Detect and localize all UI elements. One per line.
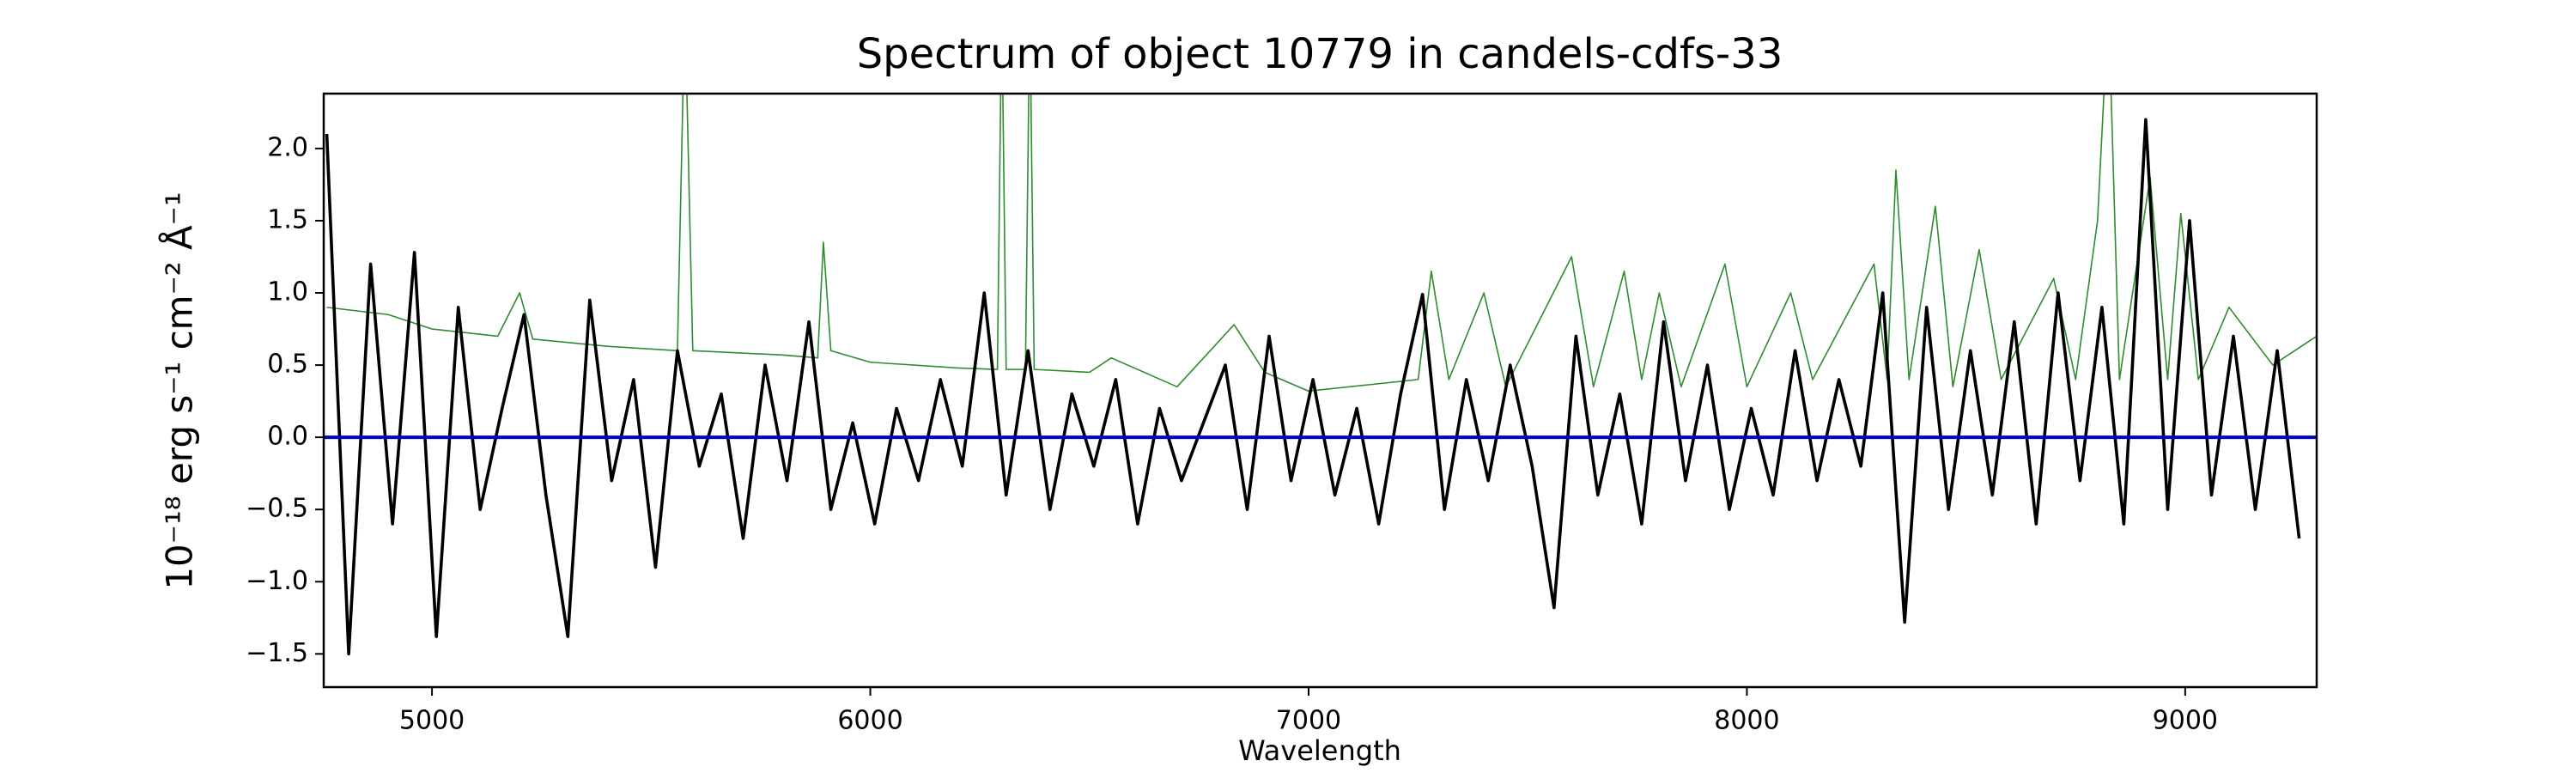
- x-axis-label: Wavelength: [1238, 734, 1401, 767]
- y-tick-label: −1.5: [246, 638, 308, 668]
- spectrum-line: [325, 118, 2301, 656]
- x-tick-label: 6000: [837, 706, 902, 736]
- plot-frame: [322, 92, 2318, 689]
- x-tick-label: 8000: [1714, 706, 1779, 736]
- y-tick-label: −1.0: [246, 566, 308, 596]
- y-tick-label: 2.0: [267, 132, 308, 162]
- y-tick-label: 0.5: [267, 350, 308, 380]
- spectrum-line: [326, 94, 2317, 393]
- y-tick-label: 0.0: [267, 422, 308, 452]
- x-tick-label: 7000: [1276, 706, 1341, 736]
- y-tick-label: 1.5: [267, 204, 308, 234]
- chart-title: Spectrum of object 10779 in candels-cdfs…: [857, 30, 1783, 78]
- y-axis-label: 10⁻¹⁸ erg s⁻¹ cm⁻² Å⁻¹: [158, 192, 201, 589]
- y-tick-label: −0.5: [246, 494, 308, 524]
- x-tick-label: 5000: [399, 706, 465, 736]
- x-tick-label: 9000: [2153, 706, 2218, 736]
- plot-area: [324, 94, 2317, 656]
- y-tick-label: 1.0: [267, 277, 308, 307]
